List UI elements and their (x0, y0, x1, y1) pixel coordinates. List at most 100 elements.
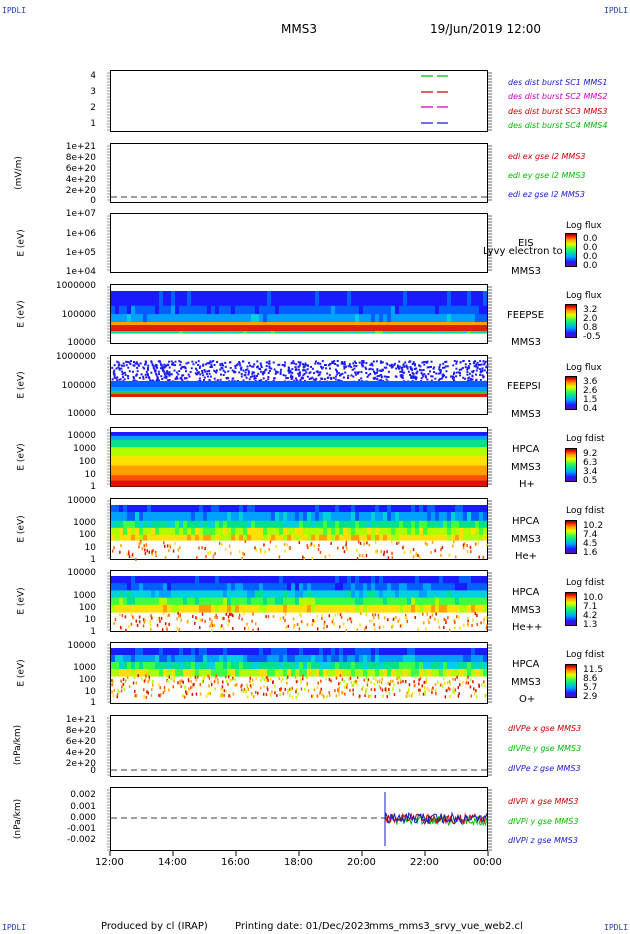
feepse-spectrum (431, 314, 435, 324)
hpca-o-speck (265, 678, 267, 682)
feepse-spectrum (231, 305, 235, 315)
hpca-o-spectrum (323, 648, 327, 656)
feepsi-dot (178, 370, 181, 373)
hpca-he-spectrum (199, 505, 203, 513)
hpca-he-speck (396, 541, 398, 545)
hpca-he-speck (151, 552, 153, 556)
feepsi-spectrum (471, 387, 475, 394)
hpca-o-speck (388, 688, 390, 691)
hpca-h-spectrum (203, 447, 207, 457)
feepse-spectrum (135, 305, 139, 315)
hpca-he2-spectrum (219, 604, 223, 613)
hpca-he2-spectrum (339, 604, 343, 613)
hpca-he-spectrum (431, 505, 435, 513)
hpca-he-spectrum (283, 534, 287, 541)
hpca-he-spectrum (331, 534, 335, 541)
feepse-spectrum (351, 291, 355, 307)
hpca-o-speck (311, 694, 313, 698)
hpca-he2-spectrum (171, 583, 175, 591)
feepse-spectrum (323, 314, 327, 324)
hpca-o-speck (182, 680, 184, 684)
feepse-spectrum (151, 305, 155, 315)
hpca-he2-spectrum (243, 583, 247, 591)
hpca-o-speck (213, 680, 216, 684)
hpca-o-spectrum (155, 648, 159, 656)
hpca-o-speck (152, 680, 154, 684)
hpca-o-speck (373, 682, 376, 686)
feepsi-dot (158, 373, 160, 376)
hpca-h-spectrum (255, 439, 259, 448)
hpca-he-speck (268, 547, 270, 551)
hpca-he-speck (286, 543, 288, 547)
hpca-o-speck (418, 692, 421, 696)
hpca-o-spectrum (127, 655, 131, 663)
hpca-h-spectrum (183, 475, 187, 482)
feepse-spectrum (479, 314, 483, 324)
hpca-h-spectrum (399, 447, 403, 457)
hpca-he-spectrum (199, 534, 203, 541)
feepsi-spectrum (455, 381, 459, 388)
hpca-he2-spectrum (143, 604, 147, 613)
hpca-he2-spectrum (347, 590, 351, 599)
feepsi-spectrum (159, 381, 163, 388)
hpca-he-spectrum (275, 505, 279, 513)
hpca-he2-spectrum (187, 597, 191, 606)
feepsi-dot (351, 368, 354, 371)
hpca-o-speck (376, 680, 379, 684)
feepsi-dot (294, 366, 297, 369)
hpca-h-spectrum (303, 465, 307, 476)
feepse-spectrum (443, 314, 447, 324)
hpca-h-spectrum (303, 447, 307, 457)
feepse-spectrum (223, 314, 227, 324)
feepsi-spectrum (387, 381, 391, 388)
hpca-o-spectrum (327, 662, 331, 670)
hpca-he-speck (426, 543, 428, 546)
hpca-h-spectrum (223, 465, 227, 476)
hpca-he2-spectrum (315, 590, 319, 599)
hpca-h-spectrum (447, 456, 451, 467)
hpca-h-spectrum (347, 456, 351, 467)
hpca-h-spectrum (447, 435, 451, 441)
hpca-h-spectrum (367, 435, 371, 441)
hpca-h-spectrum (399, 439, 403, 448)
feepsi-dot (453, 371, 456, 374)
hpca-h-spectrum (291, 475, 295, 482)
hpca-he2-spectrum (435, 576, 439, 584)
hpca-he-spectrum (403, 527, 407, 536)
hpca-h-spectrum (235, 480, 239, 487)
hpca-h-spectrum (347, 439, 351, 448)
feepsi-spectrum (239, 387, 243, 394)
hpca-he-spectrum (423, 505, 427, 513)
feepsi-spectrum (415, 387, 419, 394)
feepsi-dot (460, 368, 463, 371)
feepse-spectrum (483, 305, 487, 315)
feepsi-dot (337, 364, 340, 367)
hpca-he2-speck (179, 615, 182, 618)
feepsi-dot (151, 364, 154, 367)
hpca-h-spectrum (395, 447, 399, 457)
feepse-spectrum (331, 291, 335, 307)
hpca-o-speck (191, 692, 194, 696)
hpca-h-spectrum (399, 432, 403, 437)
hpca-he-spectrum (127, 527, 131, 536)
feepse-spectrum (191, 305, 195, 315)
feepsi-dot (128, 361, 131, 364)
hpca-h-spectrum (443, 456, 447, 467)
hpca-he-spectrum (203, 520, 207, 529)
hpca-h-spectrum (123, 447, 127, 457)
hpca-h-spectrum (159, 439, 163, 448)
hpca-he-spectrum (267, 520, 271, 529)
hpca-he2-spectrum (151, 583, 155, 591)
hpca-he2-spectrum (443, 604, 447, 613)
feepse-spectrum (443, 291, 447, 307)
hpca-h-spectrum (455, 439, 459, 448)
hpca-h-spectrum (227, 447, 231, 457)
hpca-he2-spectrum (411, 590, 415, 599)
hpca-he2-spectrum (279, 583, 283, 591)
feepsi-spectrum (467, 387, 471, 394)
hpca-he2-speck (227, 623, 229, 627)
hpca-o-speck (449, 682, 451, 686)
hpca-o-speck (279, 692, 281, 696)
hpca-o-spectrum (235, 662, 239, 670)
hpca-h-spectrum (215, 475, 219, 482)
